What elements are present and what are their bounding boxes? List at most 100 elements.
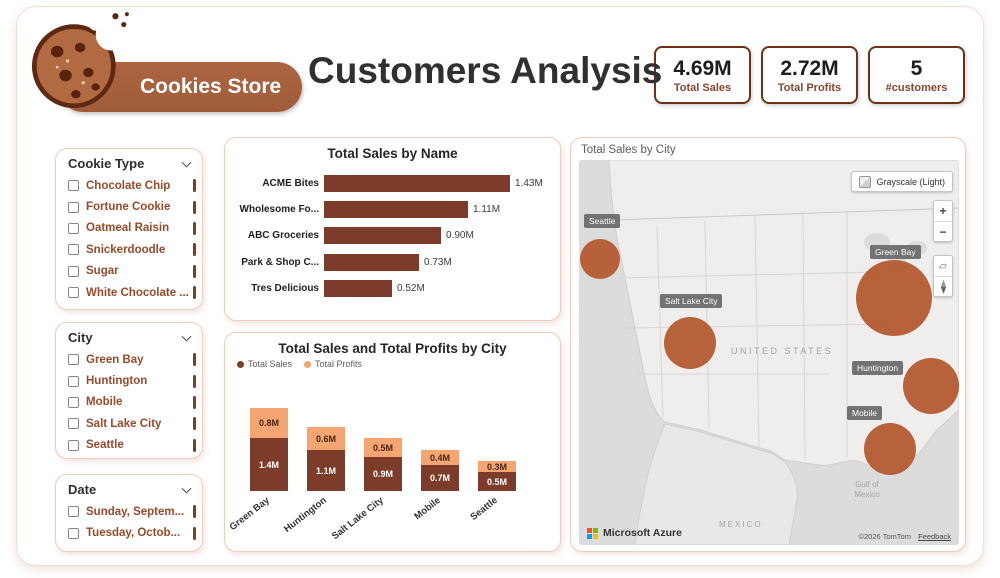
compass-button[interactable] bbox=[934, 276, 952, 296]
kpi-label: Total Sales bbox=[673, 81, 732, 94]
stacked-column[interactable]: 0.8M 1.4M bbox=[250, 408, 288, 491]
legend-label: Total Profits bbox=[315, 359, 363, 369]
scrollbar-segment bbox=[193, 264, 196, 278]
profit-segment[interactable]: 0.6M bbox=[307, 427, 345, 450]
checkbox[interactable] bbox=[68, 506, 79, 518]
map-visual: Total Sales by City UNITED STATES Gulf o… bbox=[570, 137, 966, 552]
zoom-in-button[interactable]: + bbox=[934, 201, 952, 221]
chevron-down-icon[interactable] bbox=[181, 157, 192, 167]
slicer-item-label: Tuesday, Octob... bbox=[86, 527, 181, 540]
city-bubble[interactable] bbox=[580, 239, 620, 279]
slicer-item[interactable]: Fortune Cookie bbox=[56, 196, 202, 217]
chevron-down-icon[interactable] bbox=[181, 331, 192, 341]
stacked-column[interactable]: 0.4M 0.7M bbox=[421, 450, 459, 491]
slicer-header[interactable]: City bbox=[56, 323, 202, 349]
legend-dot bbox=[237, 360, 244, 368]
slicer-title: City bbox=[68, 330, 93, 345]
bar-row: ACME Bites 1.43M bbox=[235, 170, 554, 196]
checkbox[interactable] bbox=[68, 375, 79, 387]
stacked-column[interactable]: 0.5M 0.9M bbox=[364, 438, 402, 491]
map-style-button[interactable]: Grayscale (Light) bbox=[851, 171, 953, 192]
slicer-item[interactable]: Mobile bbox=[56, 392, 202, 413]
slicer-item[interactable]: Tuesday, Octob... bbox=[56, 522, 202, 543]
slicer-item[interactable]: Sugar bbox=[56, 261, 202, 282]
kpi-card-total-sales: 4.69M Total Sales bbox=[654, 46, 751, 104]
slicer-item-label: Green Bay bbox=[86, 353, 144, 366]
bar[interactable] bbox=[324, 201, 468, 219]
profit-segment[interactable]: 0.3M bbox=[478, 461, 516, 472]
slicer-header[interactable]: Cookie Type bbox=[56, 149, 202, 175]
segment-label: 0.9M bbox=[372, 469, 393, 479]
slicer-list: Chocolate Chip Fortune Cookie Oatmeal Rais… bbox=[56, 175, 202, 303]
checkbox[interactable] bbox=[68, 418, 79, 430]
bar[interactable] bbox=[324, 174, 510, 192]
kpi-value: 5 bbox=[910, 56, 923, 80]
scrollbar-segment bbox=[193, 526, 196, 540]
slicer-item[interactable]: Chocolate Chip bbox=[56, 175, 202, 196]
slicer-item[interactable]: Green Bay bbox=[56, 349, 202, 370]
map-label-gulf: Gulf of Mexico bbox=[837, 480, 897, 500]
city-bubble[interactable] bbox=[664, 317, 716, 369]
zoom-out-button[interactable]: − bbox=[934, 221, 952, 241]
profit-segment[interactable]: 0.8M bbox=[250, 408, 288, 438]
value-label: 1.11M bbox=[473, 204, 501, 216]
bar[interactable] bbox=[324, 280, 392, 298]
slicer-item[interactable]: Snickerdoodle bbox=[56, 239, 202, 260]
slicer-item[interactable]: Salt Lake City bbox=[56, 413, 202, 434]
legend-item[interactable]: Total Profits bbox=[304, 359, 362, 369]
sales-segment[interactable]: 1.4M bbox=[250, 438, 288, 491]
slicer-header[interactable]: Date bbox=[56, 475, 202, 501]
slicer-item[interactable]: Sunday, Septem... bbox=[56, 501, 202, 522]
slicer-item[interactable]: Seattle bbox=[56, 435, 202, 456]
profit-segment[interactable]: 0.4M bbox=[421, 450, 459, 465]
checkbox[interactable] bbox=[68, 354, 79, 366]
checkbox[interactable] bbox=[68, 527, 79, 539]
feedback-link[interactable]: Feedback bbox=[918, 532, 951, 541]
checkbox[interactable] bbox=[68, 222, 79, 234]
compass-needle-icon bbox=[940, 279, 946, 294]
sales-segment[interactable]: 0.5M bbox=[478, 472, 516, 491]
slicer-city: City Green Bay Huntington Mobile Salt Lake … bbox=[55, 322, 203, 459]
bar-row: Tres Delicious 0.52M bbox=[235, 276, 554, 302]
map-label-mexico: MEXICO bbox=[719, 520, 763, 529]
sales-segment[interactable]: 1.1M bbox=[307, 450, 345, 491]
sales-segment[interactable]: 0.7M bbox=[421, 465, 459, 491]
legend-dot bbox=[304, 360, 312, 368]
checkbox[interactable] bbox=[68, 265, 79, 277]
profit-segment[interactable]: 0.5M bbox=[364, 438, 402, 457]
stacked-column[interactable]: 0.6M 1.1M bbox=[307, 427, 345, 491]
value-label: 0.73M bbox=[424, 256, 452, 268]
slicer-item[interactable]: Huntington bbox=[56, 370, 202, 391]
checkbox[interactable] bbox=[68, 201, 79, 213]
kpi-card-customers: 5 #customers bbox=[868, 46, 965, 104]
category-label: ACME Bites bbox=[262, 177, 319, 189]
logo-text: Cookies Store bbox=[140, 75, 282, 98]
bar-row: ABC Groceries 0.90M bbox=[235, 223, 554, 249]
bar[interactable] bbox=[324, 253, 419, 271]
bar[interactable] bbox=[324, 227, 441, 245]
checkbox[interactable] bbox=[68, 180, 79, 192]
city-bubble[interactable] bbox=[903, 358, 959, 414]
slicer-item[interactable]: White Chocolate ... bbox=[56, 282, 202, 303]
chevron-down-icon[interactable] bbox=[181, 483, 192, 493]
legend-item[interactable]: Total Sales bbox=[237, 359, 292, 369]
bar-rows: ACME Bites 1.43M Wholesome Fo... 1.11M ABC G… bbox=[235, 170, 554, 302]
slicer-item[interactable]: Oatmeal Raisin bbox=[56, 218, 202, 239]
checkbox[interactable] bbox=[68, 439, 79, 451]
axis-category-label: Mobile bbox=[412, 495, 443, 523]
checkbox[interactable] bbox=[68, 244, 79, 256]
checkbox[interactable] bbox=[68, 287, 79, 299]
category-label: Park & Shop C... bbox=[241, 256, 319, 268]
map-canvas[interactable]: UNITED STATES Gulf of Mexico MEXICO Gray… bbox=[579, 160, 959, 545]
stacked-column[interactable]: 0.3M 0.5M bbox=[478, 461, 516, 491]
sales-segment[interactable]: 0.9M bbox=[364, 457, 402, 491]
pitch-button[interactable]: ▱ bbox=[934, 256, 952, 276]
checkbox[interactable] bbox=[68, 396, 79, 408]
city-bubble[interactable] bbox=[864, 423, 916, 475]
city-bubble[interactable] bbox=[856, 260, 932, 336]
pitch-icon: ▱ bbox=[939, 260, 947, 272]
category-label: Tres Delicious bbox=[251, 283, 319, 295]
chart-sales-profits-by-city: Total Sales and Total Profits by City To… bbox=[224, 332, 561, 552]
slicer-item-label: Sunday, Septem... bbox=[86, 505, 185, 518]
